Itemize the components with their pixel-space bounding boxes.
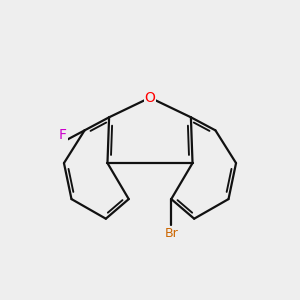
Text: O: O (145, 91, 155, 105)
Text: F: F (59, 128, 67, 142)
Text: Br: Br (164, 227, 178, 240)
